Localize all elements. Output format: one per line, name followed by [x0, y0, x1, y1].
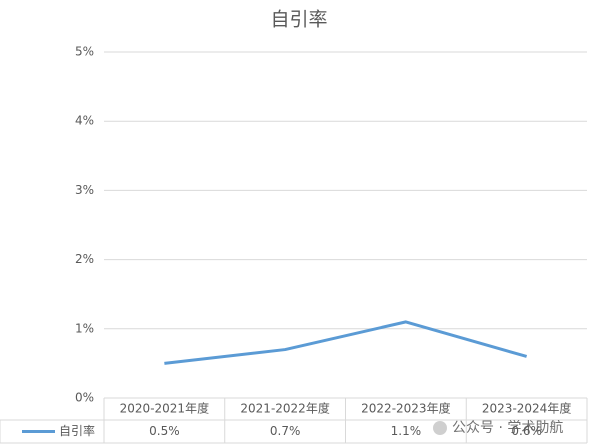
table-value: 1.1%: [391, 424, 422, 438]
y-tick-label: 4%: [75, 114, 94, 128]
table-value: 0.7%: [270, 424, 301, 438]
x-tick-label: 2023-2024年度: [482, 401, 571, 416]
table-value: 0.6%: [511, 424, 542, 438]
watermark: 公众号 · 学术助航: [452, 420, 563, 436]
watermark-icon: [433, 421, 447, 435]
y-tick-label: 1%: [75, 321, 94, 335]
y-tick-label: 0%: [75, 391, 94, 405]
y-tick-label: 3%: [75, 183, 94, 197]
data-line: [164, 320, 528, 365]
chart-title: 自引率: [270, 9, 327, 31]
y-tick-label: 2%: [75, 252, 94, 266]
x-tick-label: 2021-2022年度: [240, 401, 329, 416]
legend-label: 自引率: [59, 423, 95, 438]
x-tick-label: 2020-2021年度: [120, 401, 209, 416]
x-tick-label: 2022-2023年度: [361, 401, 450, 416]
table-value: 0.5%: [149, 424, 180, 438]
y-tick-label: 5%: [75, 45, 94, 59]
